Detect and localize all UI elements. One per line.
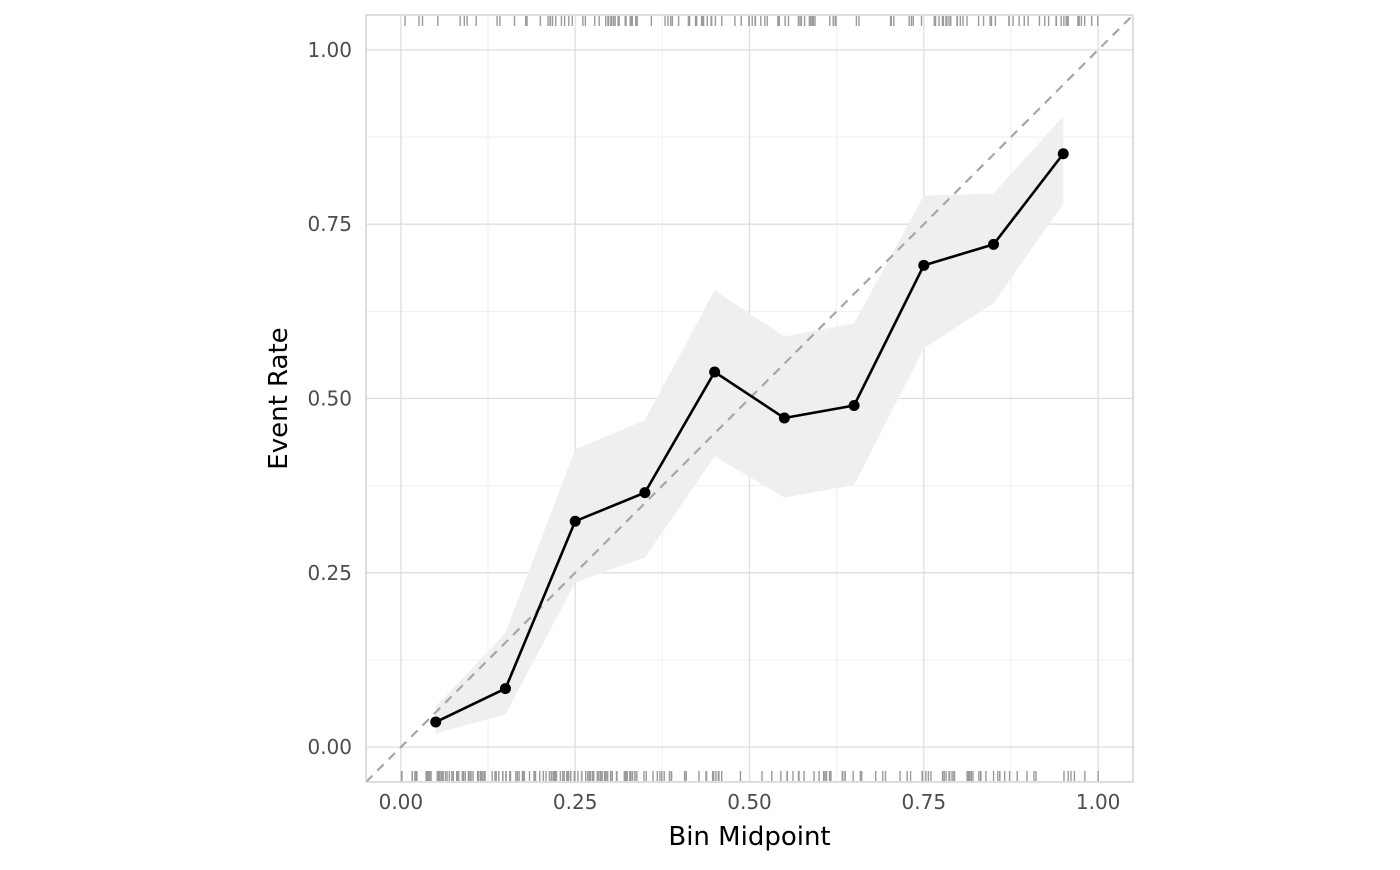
- y-tick-label: 0.00: [307, 735, 352, 759]
- ribbon-layer: [435, 116, 1064, 734]
- point-layer: [430, 148, 1069, 728]
- data-point: [639, 487, 651, 499]
- data-point: [499, 683, 511, 695]
- data-point: [430, 716, 442, 728]
- reference-layer: [365, 14, 1134, 783]
- x-tick-label: 0.00: [379, 790, 424, 814]
- data-point: [848, 399, 860, 411]
- y-tick-labels: 0.00 0.25 0.50 0.75 1.00: [307, 38, 352, 759]
- calibration-line: [435, 152, 1065, 724]
- y-tick-label: 0.50: [307, 387, 352, 411]
- y-tick-label: 0.75: [307, 212, 352, 236]
- panel-border: [365, 14, 1134, 783]
- data-point: [569, 515, 581, 527]
- x-tick-labels: 0.00 0.25 0.50 0.75 1.00: [379, 790, 1121, 814]
- y-tick-label: 0.25: [307, 561, 352, 585]
- data-point: [988, 238, 1000, 250]
- x-tick-label: 0.50: [727, 790, 772, 814]
- data-point: [918, 259, 930, 271]
- data-point: [778, 412, 790, 424]
- line-layer: [435, 152, 1065, 724]
- x-tick-label: 1.00: [1076, 790, 1121, 814]
- y-tick-label: 1.00: [307, 38, 352, 62]
- x-tick-label: 0.75: [902, 790, 947, 814]
- y-axis-title: Event Rate: [264, 327, 294, 469]
- confidence-ribbon: [435, 116, 1064, 734]
- data-point: [709, 366, 721, 378]
- x-axis-title: Bin Midpoint: [668, 822, 830, 852]
- reference-diagonal-line: [365, 14, 1134, 783]
- x-tick-label: 0.25: [553, 790, 598, 814]
- data-point: [1057, 148, 1069, 160]
- rug-layer: [400, 16, 1099, 781]
